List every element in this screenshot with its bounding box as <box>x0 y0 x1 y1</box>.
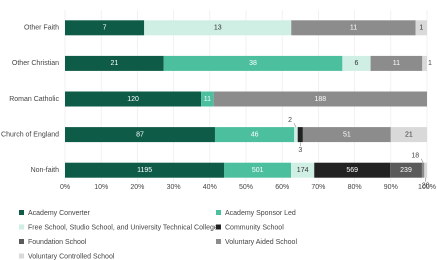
bar-segment <box>213 91 427 107</box>
bar-segment <box>422 55 427 71</box>
legend-swatch <box>216 224 221 230</box>
bar-segment <box>342 55 371 71</box>
x-tick-label: 40% <box>203 184 217 191</box>
legend-swatch <box>216 239 221 244</box>
data-label: 7 <box>103 25 107 32</box>
y-tick-label: Non-faith <box>31 167 60 174</box>
data-label: 11 <box>393 60 400 67</box>
bar-segment <box>291 20 416 36</box>
x-tick-label: 90% <box>384 184 398 191</box>
x-tick-label: 20% <box>130 184 144 191</box>
x-tick-label: 10% <box>94 184 108 191</box>
x-tick-label: 60% <box>275 184 289 191</box>
data-label: 21 <box>110 60 118 67</box>
bar-segment <box>65 162 225 178</box>
leader-line <box>293 122 297 128</box>
y-tick-label: Roman Catholic <box>9 96 59 103</box>
bar-segment <box>291 162 315 178</box>
data-label: 38 <box>249 60 257 67</box>
bar-segment <box>390 162 422 178</box>
bar-segment <box>370 55 423 71</box>
legend-label: Academy Sponsor Led <box>225 210 296 217</box>
y-tick-label: Other Faith <box>24 25 59 32</box>
legend-swatch <box>216 210 221 215</box>
data-label: 1195 <box>137 167 152 174</box>
data-label: 120 <box>127 96 139 103</box>
legend-swatch <box>19 239 24 244</box>
x-tick-label: 80% <box>348 184 362 191</box>
data-label: 2 <box>288 117 292 124</box>
y-tick-label: Church of England <box>1 131 59 138</box>
legend-label: Academy Converter <box>28 210 91 217</box>
data-label: 569 <box>346 167 358 174</box>
bar-segment <box>163 55 343 71</box>
data-label: 188 <box>314 96 326 103</box>
bar-segment <box>390 127 427 143</box>
bar-segment <box>224 162 292 178</box>
bar-segment <box>294 127 298 143</box>
legend-label: Voluntary Aided School <box>225 239 297 246</box>
x-tick-label: 30% <box>167 184 181 191</box>
bar-segment <box>144 20 292 36</box>
bar-segment <box>314 162 391 178</box>
bar-segment <box>65 91 202 107</box>
data-label: 11 <box>350 25 357 32</box>
data-label: 87 <box>136 131 144 138</box>
x-tick-label: 0% <box>60 184 70 191</box>
bar-segment <box>424 162 427 178</box>
data-label: 174 <box>297 167 309 174</box>
legend-label: Foundation School <box>28 239 87 246</box>
bar-segment <box>297 127 303 143</box>
bar-segment <box>415 20 427 36</box>
legend-label: Voluntary Controlled School <box>28 253 115 260</box>
bar-segment <box>201 91 214 107</box>
bar-segment <box>421 162 425 178</box>
data-label: 239 <box>400 167 412 174</box>
legend-swatch <box>19 253 24 259</box>
data-label: 6 <box>355 60 359 67</box>
data-label: 51 <box>343 131 351 138</box>
data-label: 18 <box>411 153 419 160</box>
bar-segment <box>65 55 164 71</box>
y-tick-label: Other Christian <box>12 60 59 67</box>
data-label: 3 <box>298 147 302 154</box>
legend-label: Community School <box>225 224 284 231</box>
x-tick-label: 100% <box>418 184 436 191</box>
leader-line <box>420 158 424 163</box>
data-label: 20 <box>422 183 430 190</box>
legend-swatch <box>19 224 24 230</box>
x-tick-label: 70% <box>311 184 325 191</box>
data-label: 21 <box>405 131 413 138</box>
bar-segment <box>302 127 391 143</box>
data-label: 13 <box>214 25 222 32</box>
bar-segment <box>65 20 145 36</box>
bar-segment <box>65 127 215 143</box>
data-label: 501 <box>252 167 264 174</box>
data-label: 11 <box>204 96 211 103</box>
data-label: 1 <box>419 25 423 32</box>
legend-swatch <box>19 210 24 215</box>
bar-segment <box>214 127 295 143</box>
x-tick-label: 50% <box>239 184 253 191</box>
data-label: 1 <box>428 60 432 67</box>
data-label: 46 <box>251 131 259 138</box>
legend-label: Free School, Studio School, and Universi… <box>28 224 218 231</box>
